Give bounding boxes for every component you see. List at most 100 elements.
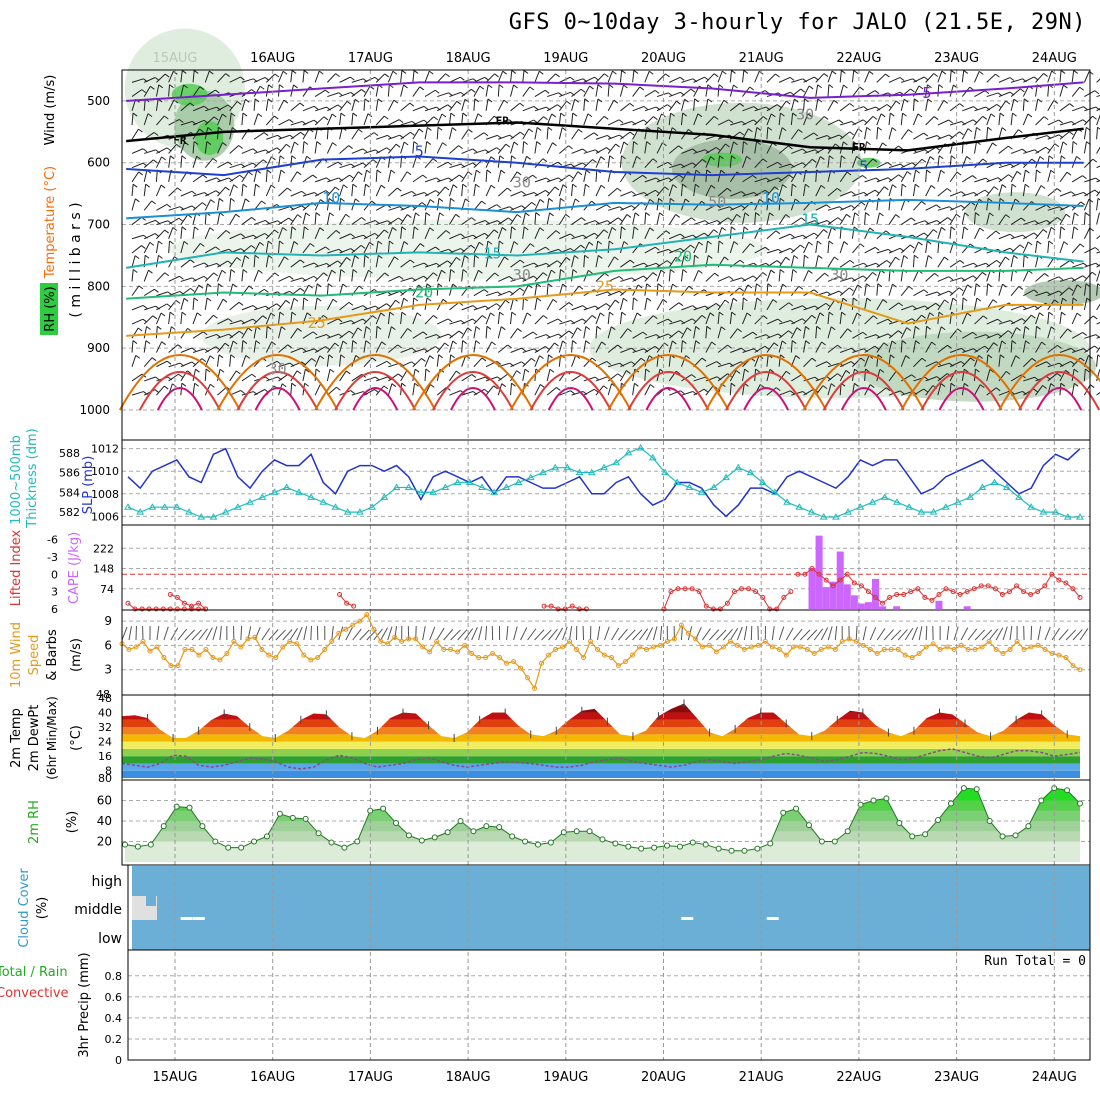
rh-point — [522, 838, 529, 845]
wind-speed-point — [147, 648, 153, 654]
lifted-index-point — [167, 606, 173, 612]
temp-tick: 16 — [98, 750, 112, 763]
lifted-index-point — [865, 589, 871, 595]
wind-speed-point — [546, 652, 552, 658]
lifted-index-point — [344, 600, 350, 606]
thickness-point — [905, 503, 914, 510]
thickness-point — [917, 508, 926, 515]
rh-point — [276, 810, 283, 817]
thickness-point — [893, 498, 901, 505]
thickness-point — [417, 488, 425, 495]
cloud-cover-fill — [132, 866, 1090, 950]
thickness-point — [685, 483, 694, 490]
surface-contour — [352, 387, 399, 411]
wind-speed-point — [622, 659, 628, 665]
lifted-index-point — [1042, 583, 1048, 589]
lifted-index-point — [992, 586, 998, 592]
li-tick: -3 — [47, 551, 58, 564]
slp-tick: 1012 — [91, 443, 119, 456]
wind-speed-point — [804, 646, 810, 652]
isotherm-15 — [125, 223, 1084, 269]
date-label-bottom: 18AUG — [446, 1070, 491, 1085]
wind-speed-point — [720, 644, 726, 650]
rh-shading — [965, 192, 1066, 233]
lifted-index-point — [337, 592, 343, 598]
isotherm-25 — [126, 288, 1084, 337]
wind-speed-point — [490, 651, 496, 656]
isotherm-label: 50 — [708, 193, 726, 211]
lifted-index-point — [1077, 594, 1083, 600]
wind-speed-point — [476, 655, 482, 661]
wind-speed-point — [560, 644, 566, 650]
panel-frame — [121, 439, 1091, 526]
thickness-point — [307, 493, 315, 500]
thickness-point — [563, 463, 572, 471]
wind-speed-point — [238, 644, 244, 650]
rh-point — [393, 820, 400, 827]
thickness-point — [404, 483, 413, 490]
isotherm-label: 30 — [513, 266, 531, 284]
temperature-axis-label: Temperature (°C) — [43, 166, 58, 279]
wind-speed-point — [874, 651, 880, 656]
wind-speed-point — [937, 646, 943, 652]
thickness-point — [807, 508, 816, 515]
thickness-point — [636, 443, 645, 451]
thickness-point — [758, 478, 767, 485]
rh-point — [134, 843, 141, 850]
temp-tick: 32 — [98, 721, 112, 734]
isotherm-label: FR — [496, 114, 510, 127]
wind-speed-point — [322, 646, 328, 652]
rh-point — [380, 805, 387, 812]
millibars-axis-label: ( m i l l i b a r s ) — [68, 202, 84, 317]
wind-speed-point — [126, 646, 132, 652]
thickness-point — [294, 488, 303, 495]
wind-speed-point — [685, 630, 691, 636]
rh-shading — [195, 121, 224, 155]
thickness-point — [148, 503, 157, 510]
wind-speed-point — [1000, 651, 1006, 656]
rh-point — [818, 838, 825, 845]
lifted-index-point — [188, 603, 194, 609]
cape-axis-label: CAPE (J/kg) — [67, 532, 82, 604]
rh-point — [534, 841, 541, 848]
lifted-index-point — [153, 606, 159, 612]
wind-speed-point — [965, 646, 971, 652]
lifted-index-point — [830, 583, 836, 589]
thickness-point — [929, 508, 938, 515]
pressure-tick: 700 — [87, 218, 110, 232]
date-label-bottom: 24AUG — [1032, 1070, 1077, 1085]
wind-speed-point — [1056, 652, 1062, 658]
thickness-point — [795, 503, 804, 510]
wind-speed-point — [448, 646, 454, 652]
cape-bar — [871, 578, 879, 609]
wind-speed-point — [1035, 642, 1041, 648]
wind-speed-point — [776, 646, 782, 652]
lifted-index-point — [872, 594, 878, 600]
thickness-point — [392, 483, 401, 490]
thickness-point — [502, 483, 511, 490]
precip-tick: 0.8 — [105, 970, 123, 983]
rh-point — [870, 797, 877, 804]
wind-speed-point — [748, 644, 754, 650]
isotherm-label: 10 — [322, 189, 340, 207]
temp-tick: 40 — [98, 707, 112, 720]
isotherm-label: 30 — [830, 266, 848, 284]
wind-speed-point — [706, 642, 712, 648]
thickness-point — [246, 498, 254, 505]
wind-speed-point — [511, 659, 517, 665]
precip-convective-label: Convective — [0, 986, 69, 1001]
thickness-tick: 588 — [59, 447, 80, 460]
wind-speed-point — [434, 638, 440, 644]
lifted-index-point — [1006, 589, 1012, 595]
rh-point — [986, 817, 993, 824]
date-label-bottom: 23AUG — [934, 1070, 979, 1085]
thickness-point — [844, 508, 852, 515]
lifted-index-point — [985, 583, 991, 589]
rh-point — [612, 840, 619, 847]
lifted-index-point — [689, 586, 695, 592]
wind-speed-point — [1070, 663, 1076, 669]
wind-speed-point — [797, 644, 803, 650]
wind-speed-point — [518, 665, 524, 671]
lifted-index-point — [181, 606, 187, 612]
slp-tick: 1008 — [91, 488, 119, 501]
